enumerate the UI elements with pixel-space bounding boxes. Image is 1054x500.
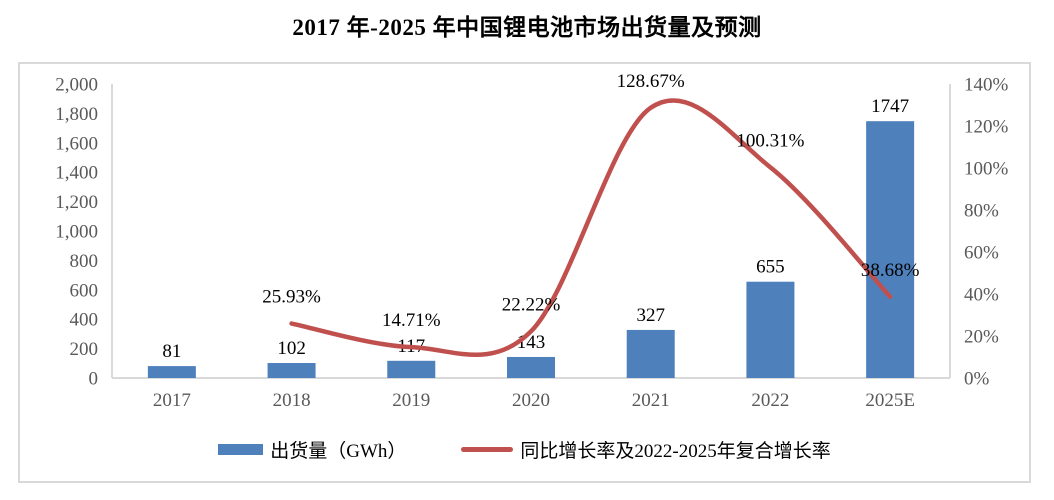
chart-plot-area-frame: 0 200 400 600 800 1,000 1,200 1,400 1,600 1,800 2,… xyxy=(18,62,1031,483)
x-axis-category-label: 2018 xyxy=(273,390,311,411)
line-value-label: 100.31% xyxy=(736,130,804,151)
shipment-bar xyxy=(387,360,436,378)
x-axis-category-label: 2020 xyxy=(512,390,550,411)
chart-legend: 出货量（GWh） 同比增长率及2022-2025年复合增长率 xyxy=(20,436,1029,462)
line-value-label: 22.22% xyxy=(502,294,561,315)
left-axis-tick-label: 0 xyxy=(89,369,99,390)
bar-value-label: 1747 xyxy=(871,96,909,117)
left-axis-tick-label: 1,600 xyxy=(55,133,98,154)
shipment-bar xyxy=(267,363,316,378)
right-axis-tick-label: 20% xyxy=(964,327,999,348)
shipment-bar xyxy=(866,121,915,379)
line-series-swatch-icon xyxy=(461,446,514,452)
x-axis-category-label: 2022 xyxy=(751,390,789,411)
combo-chart-canvas: 0 200 400 600 800 1,000 1,200 1,400 1,600 1,800 2,… xyxy=(55,71,1009,411)
left-axis-tick-label: 1,800 xyxy=(55,104,98,125)
bar-value-label: 81 xyxy=(162,341,181,362)
chart-title: 2017 年-2025 年中国锂电池市场出货量及预测 xyxy=(292,15,762,40)
line-value-label: 128.67% xyxy=(617,71,685,92)
left-axis-tick-label: 400 xyxy=(70,310,99,331)
right-axis-tick-label: 0% xyxy=(964,369,990,390)
shipment-bar xyxy=(147,366,196,378)
x-axis-category-label: 2017 xyxy=(153,390,191,411)
shipment-bar xyxy=(746,281,795,378)
x-axis-category-label: 2025E xyxy=(865,390,915,411)
line-value-label: 25.93% xyxy=(262,287,321,308)
right-axis-tick-label: 140% xyxy=(964,75,1009,96)
bar-value-label: 102 xyxy=(277,338,306,359)
legend-item-growth-rate: 同比增长率及2022-2025年复合增长率 xyxy=(461,436,831,463)
x-axis-category-label: 2021 xyxy=(632,390,670,411)
line-value-label: 38.68% xyxy=(861,260,920,281)
left-axis-tick-label: 600 xyxy=(70,280,99,301)
left-axis-tick-label: 200 xyxy=(70,339,99,360)
right-axis-tick-label: 60% xyxy=(964,243,999,264)
legend-item-shipments: 出货量（GWh） xyxy=(218,436,406,463)
right-axis-tick-label: 40% xyxy=(964,285,999,306)
shipment-bar xyxy=(507,356,555,378)
left-axis-tick-label: 1,400 xyxy=(55,163,98,184)
bar-series-swatch-icon xyxy=(218,443,264,455)
bar-value-label: 655 xyxy=(756,257,785,278)
left-axis-tick-label: 800 xyxy=(70,251,99,272)
line-value-label: 14.71% xyxy=(382,310,441,331)
growth-rate-line xyxy=(289,98,893,357)
shipment-bar xyxy=(626,329,675,378)
left-axis-tick-label: 1,200 xyxy=(55,192,98,213)
legend-label-shipments: 出货量（GWh） xyxy=(270,440,407,462)
legend-label-growth-rate: 同比增长率及2022-2025年复合增长率 xyxy=(520,440,831,462)
right-axis-tick-label: 100% xyxy=(964,159,1009,180)
right-axis-tick-label: 80% xyxy=(964,201,999,222)
bar-value-label: 327 xyxy=(636,305,665,326)
right-axis-tick-label: 120% xyxy=(964,117,1009,138)
left-axis-tick-label: 2,000 xyxy=(55,75,98,96)
left-axis-tick-label: 1,000 xyxy=(55,222,98,243)
x-axis-category-label: 2019 xyxy=(392,390,430,411)
